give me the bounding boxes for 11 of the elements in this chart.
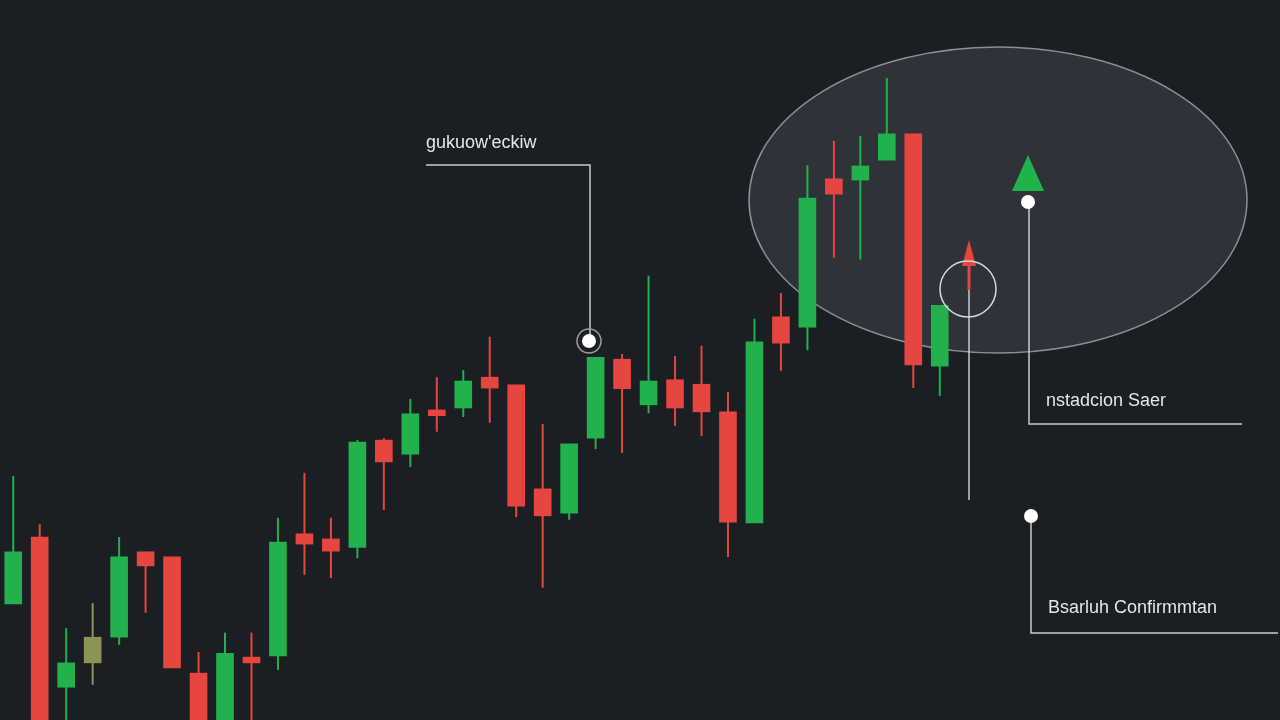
candlestick (136, 550, 155, 614)
candlestick (375, 437, 393, 512)
text: nstadcion Saer (1046, 390, 1167, 411)
candlestick (322, 516, 340, 580)
candlestick (480, 335, 499, 424)
candlestick (295, 471, 314, 576)
candlestick (825, 139, 843, 259)
text: Bsarluh Confirmmtan (1048, 597, 1218, 618)
annotation: gukuow'eckiw (426, 132, 537, 153)
candlestick (851, 134, 870, 261)
candlestick (427, 376, 446, 433)
